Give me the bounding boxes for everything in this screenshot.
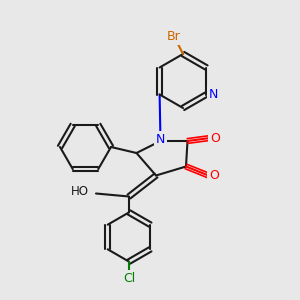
Text: HO: HO [70, 184, 88, 198]
Text: O: O [211, 131, 220, 145]
Text: N: N [156, 133, 165, 146]
Text: Br: Br [167, 29, 181, 43]
Text: O: O [209, 169, 219, 182]
Text: Cl: Cl [123, 272, 135, 285]
Text: N: N [209, 88, 219, 101]
